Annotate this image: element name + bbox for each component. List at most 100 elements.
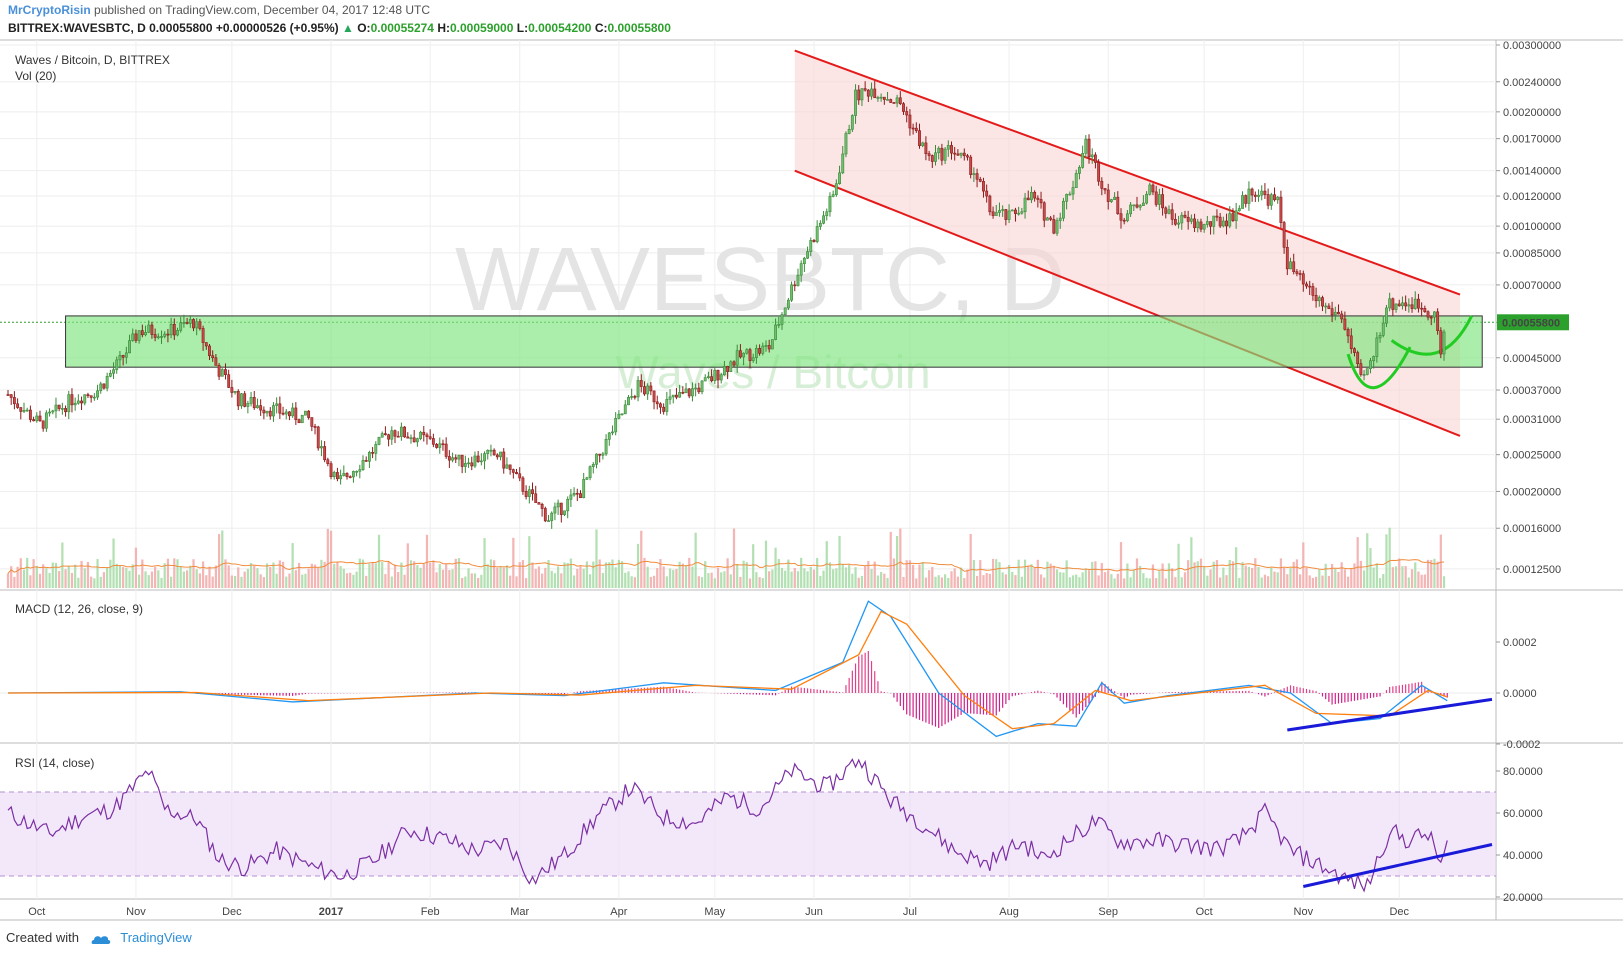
volume-bar [627, 571, 630, 588]
candle-body [882, 96, 886, 100]
candle-body [435, 443, 438, 448]
volume-bar [304, 573, 307, 588]
candle-body [566, 498, 570, 512]
candle-body [134, 333, 138, 341]
volume-bar [544, 567, 547, 588]
candles [6, 80, 1446, 529]
candle-body [1141, 202, 1145, 206]
volume-bar [1318, 569, 1321, 588]
volume-bar [742, 560, 745, 588]
volume-bar [1065, 560, 1068, 588]
x-tick-label: May [704, 906, 725, 918]
candle-body [659, 403, 662, 408]
candle-body [1324, 305, 1328, 308]
volume-bar [931, 566, 934, 588]
candle-body [515, 472, 518, 475]
volume-bar [339, 566, 342, 588]
volume-bar [214, 565, 218, 588]
volume-bar [1151, 564, 1155, 588]
candle-body [1228, 213, 1232, 227]
tradingview-link[interactable]: TradingView [120, 930, 192, 945]
volume-bar [464, 576, 467, 588]
candle-body [1103, 188, 1107, 191]
candle-body [425, 434, 429, 438]
candle-body [969, 156, 973, 175]
candle-body [1058, 217, 1062, 221]
candle-body [1001, 209, 1005, 211]
volume-bar [169, 576, 173, 588]
candle-body [60, 408, 64, 410]
volume-bar [1023, 559, 1027, 588]
candle-body [256, 405, 259, 409]
candle-body [598, 453, 602, 456]
candle-body [863, 88, 867, 91]
volume-bar [256, 568, 259, 588]
volume-bar [505, 565, 509, 588]
volume-bar [361, 559, 365, 588]
rsi-tick-label: 40.0000 [1503, 850, 1543, 862]
candle-body [41, 420, 45, 429]
candle-body [176, 330, 179, 336]
volume-bar [10, 566, 13, 588]
volume-bar [1228, 559, 1231, 588]
candle-body [1295, 271, 1299, 274]
volume-bar [624, 572, 627, 588]
candle-body [447, 456, 451, 461]
candle-body [208, 345, 211, 356]
candle-body [550, 512, 554, 521]
volume-bar [122, 566, 125, 588]
volume-bar [1442, 576, 1446, 588]
candle-body [54, 404, 58, 412]
candle-body [604, 439, 608, 455]
volume-bar [595, 529, 598, 588]
candle-body [431, 438, 435, 445]
volume-bar [1139, 565, 1142, 588]
candle-body [1260, 190, 1264, 196]
volume-bar [1206, 575, 1209, 588]
last-price-label: 0.00055800 [1502, 317, 1560, 329]
candle-body [51, 410, 55, 413]
volume-bar [125, 568, 128, 588]
volume-bar [790, 571, 793, 588]
candle-body [307, 410, 311, 418]
volume-bar [384, 574, 387, 588]
volume-bar [873, 561, 876, 588]
volume-bar [1033, 568, 1036, 588]
author-link[interactable]: MrCryptoRisin [8, 3, 91, 17]
candle-body [854, 89, 857, 116]
volume-bar [429, 562, 432, 588]
candle-body [160, 336, 163, 338]
candle-body [1023, 197, 1027, 212]
candle-body [268, 410, 272, 417]
candle-body [636, 380, 640, 398]
volume-bar [608, 562, 611, 588]
volume-bar [19, 558, 22, 588]
volume-bar [1043, 577, 1046, 588]
volume-bar [1174, 577, 1177, 588]
macd-macd-line [7, 600, 1448, 738]
candle-body [873, 88, 877, 99]
volume-bar [1251, 568, 1254, 588]
candle-body [918, 130, 921, 146]
candle-body [738, 350, 742, 358]
support-zone [65, 315, 1483, 368]
volume-bar [985, 573, 988, 588]
candle-body [758, 348, 762, 354]
volume-bar [614, 567, 617, 588]
candle-body [1078, 167, 1081, 174]
candle-body [409, 437, 413, 440]
candle-body [540, 503, 544, 509]
volume-bar [694, 532, 697, 588]
candle-body [1397, 303, 1401, 307]
volume-bar [217, 534, 221, 588]
volume-bar [579, 566, 582, 588]
volume-bar [509, 575, 512, 588]
candle-body [569, 494, 573, 500]
volume-bar [1417, 571, 1420, 588]
volume-bar [988, 573, 991, 588]
candle-body [1119, 213, 1123, 221]
quote-line: BITTREX:WAVESBTC, D 0.00055800 +0.000005… [8, 21, 671, 35]
volume-bar [1135, 558, 1139, 588]
candle-body [316, 426, 320, 449]
